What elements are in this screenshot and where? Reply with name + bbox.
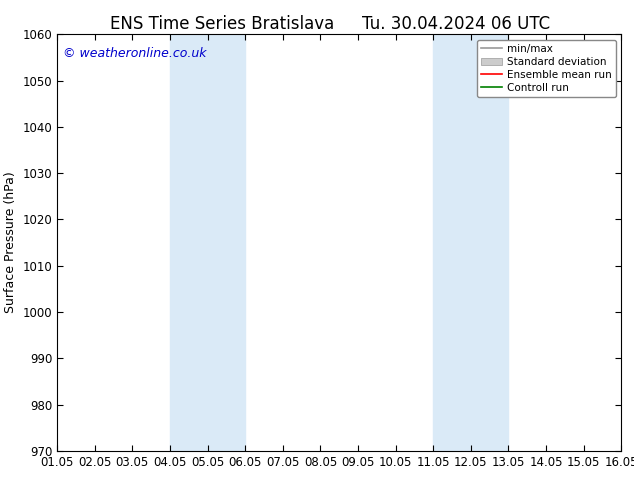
Text: Tu. 30.04.2024 06 UTC: Tu. 30.04.2024 06 UTC — [363, 15, 550, 33]
Y-axis label: Surface Pressure (hPa): Surface Pressure (hPa) — [4, 172, 17, 314]
Text: © weatheronline.co.uk: © weatheronline.co.uk — [63, 47, 206, 60]
Bar — [170, 34, 245, 451]
Text: ENS Time Series Bratislava: ENS Time Series Bratislava — [110, 15, 334, 33]
Legend: min/max, Standard deviation, Ensemble mean run, Controll run: min/max, Standard deviation, Ensemble me… — [477, 40, 616, 97]
Bar — [433, 34, 508, 451]
